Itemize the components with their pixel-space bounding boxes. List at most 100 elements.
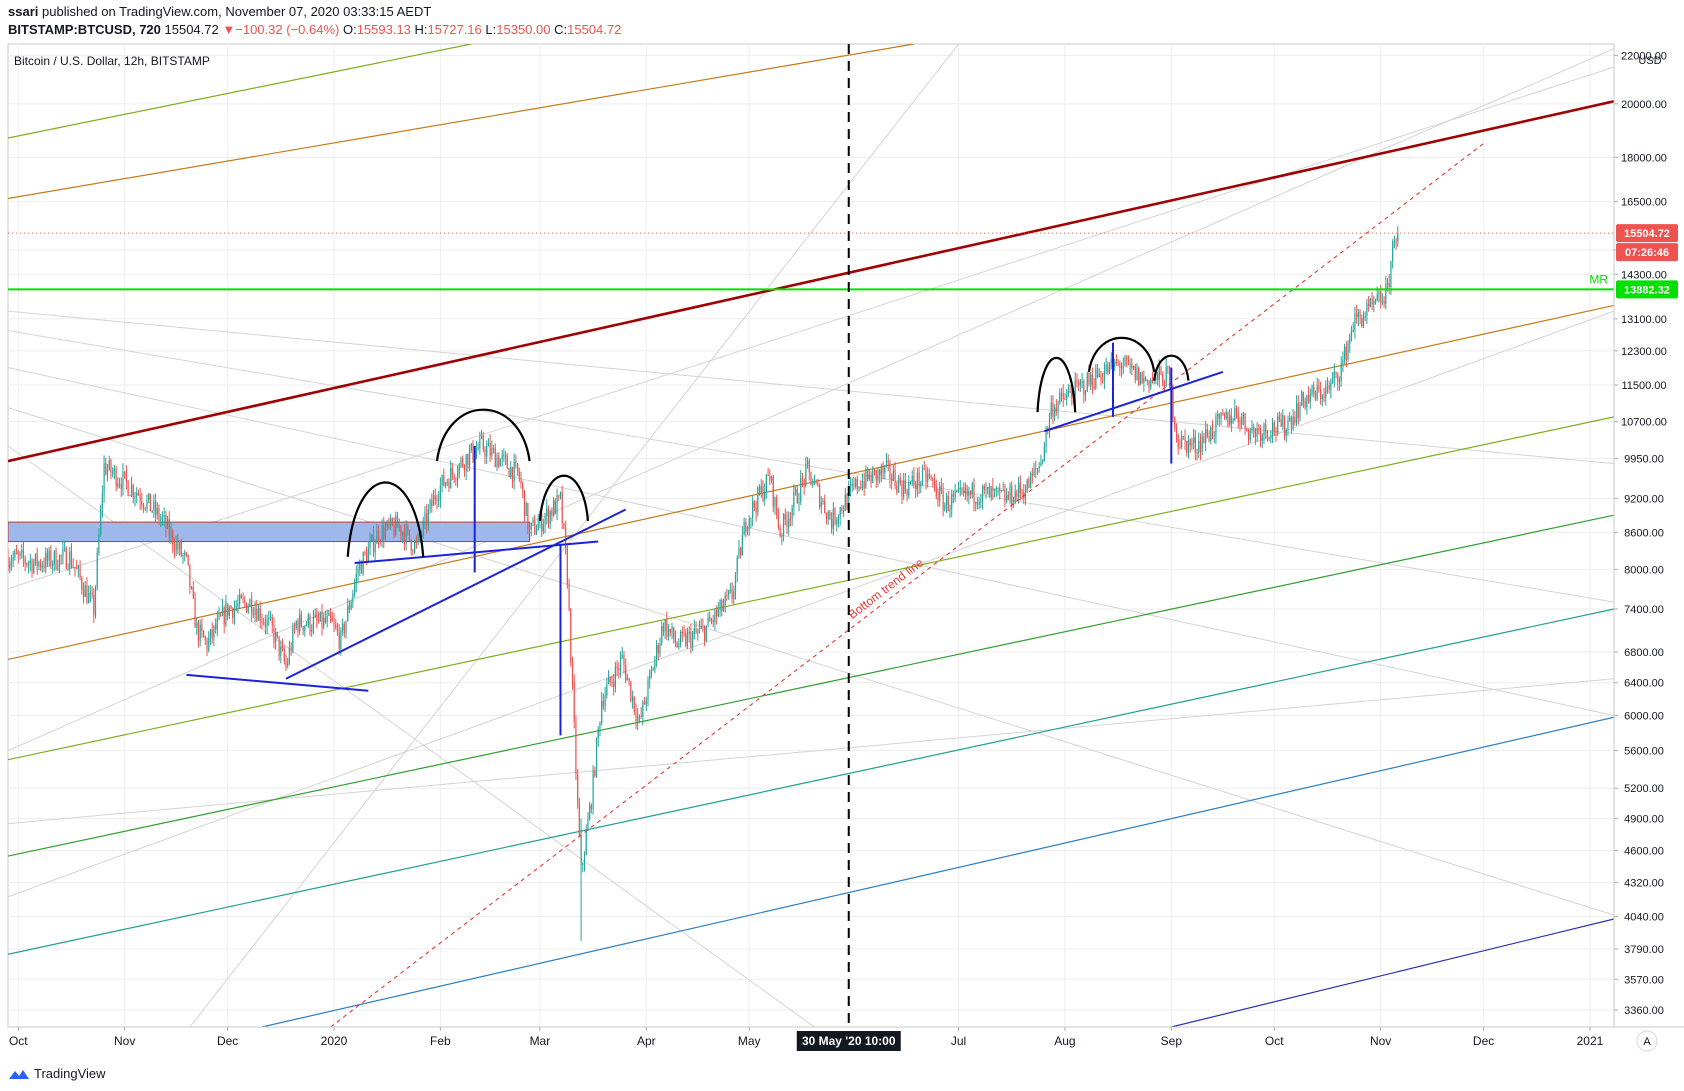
candle-body bbox=[832, 508, 834, 529]
candle-body bbox=[443, 474, 445, 486]
candle-body bbox=[254, 609, 256, 615]
candle-body bbox=[353, 583, 356, 594]
candle-body bbox=[112, 472, 114, 474]
candle-body bbox=[105, 463, 107, 475]
candle-body bbox=[537, 522, 539, 531]
candle-body bbox=[1096, 368, 1099, 378]
candle-body bbox=[1205, 429, 1207, 443]
candle-body bbox=[479, 437, 481, 449]
candle-body bbox=[65, 548, 67, 569]
auto-scale-button[interactable] bbox=[1636, 1030, 1658, 1052]
gridlines bbox=[8, 44, 1614, 1027]
candle-body bbox=[577, 773, 579, 803]
candle-body bbox=[1261, 434, 1263, 441]
candle-body bbox=[1280, 419, 1282, 427]
footer-brand[interactable]: TradingView bbox=[34, 1066, 106, 1081]
candle-body bbox=[1141, 372, 1143, 383]
candle-body bbox=[693, 628, 695, 634]
mr-price-tag: 13882.32 bbox=[1624, 284, 1670, 296]
candle-body bbox=[434, 495, 436, 500]
candle-body bbox=[927, 474, 929, 482]
candle-body bbox=[1295, 403, 1298, 424]
fan-line bbox=[8, 66, 1614, 590]
candle-body bbox=[376, 530, 378, 544]
candle-body bbox=[897, 477, 900, 493]
candle-body bbox=[1278, 416, 1281, 420]
candle-body bbox=[918, 472, 920, 487]
candle-body bbox=[290, 647, 292, 651]
candle-body bbox=[225, 603, 227, 625]
x-tick-label: Oct bbox=[9, 1034, 28, 1048]
candle-body bbox=[1237, 412, 1239, 423]
candle-body bbox=[480, 436, 483, 438]
candle-body bbox=[1251, 427, 1253, 431]
candle-body bbox=[592, 770, 594, 810]
candle-body bbox=[532, 520, 534, 523]
candle-body bbox=[106, 468, 109, 475]
candle-body bbox=[1383, 301, 1385, 305]
candle-body bbox=[1095, 368, 1097, 389]
candle-body bbox=[245, 603, 248, 613]
candle-body bbox=[1174, 418, 1176, 429]
candle-body bbox=[101, 494, 103, 509]
symbol-label: BITSTAMP:BTCUSD, 720 bbox=[8, 22, 161, 37]
candle-body bbox=[688, 631, 690, 634]
candle-body bbox=[1163, 385, 1166, 387]
candle-body bbox=[779, 527, 781, 537]
candle-body bbox=[762, 485, 764, 501]
candle-body bbox=[1019, 482, 1021, 493]
candle-body bbox=[649, 673, 651, 680]
candle-body bbox=[769, 476, 771, 481]
candle-body bbox=[453, 474, 455, 480]
y-tick-label: 4040.00 bbox=[1624, 911, 1664, 923]
candle-body bbox=[621, 654, 623, 659]
candle-body bbox=[247, 606, 249, 613]
candle-body bbox=[686, 633, 689, 646]
candle-body bbox=[22, 550, 25, 559]
candle-body bbox=[679, 631, 682, 646]
candle-body bbox=[60, 555, 62, 557]
price-axis[interactable]: 22000.0020000.0018000.0016500.0015000.00… bbox=[1614, 50, 1667, 1017]
candle-body bbox=[24, 558, 26, 564]
candle-body bbox=[1071, 392, 1073, 399]
candle-body bbox=[192, 587, 194, 598]
candle-body bbox=[558, 495, 560, 497]
low-value: 15350.00 bbox=[496, 22, 551, 37]
candle-body bbox=[978, 502, 980, 505]
fan-line bbox=[8, 407, 1614, 916]
author-name[interactable]: ssari bbox=[8, 4, 39, 19]
x-tick-label: Sep bbox=[1161, 1034, 1183, 1048]
candle-body bbox=[326, 615, 328, 623]
candle-body bbox=[830, 519, 833, 529]
candle-body bbox=[836, 520, 838, 524]
candle-body bbox=[204, 637, 206, 640]
candle-body bbox=[482, 436, 484, 450]
candle-body bbox=[235, 606, 237, 608]
bottom-trend-line bbox=[330, 143, 1484, 1027]
candle-body bbox=[824, 500, 826, 513]
candle-body bbox=[261, 621, 263, 623]
time-axis[interactable]: Oct Nov Dec 2020 Feb Mar Apr May Jul Aug Sep Oct Nov… bbox=[9, 1027, 1604, 1048]
candle-body bbox=[1218, 414, 1220, 419]
candle-body bbox=[594, 770, 596, 776]
candle-body bbox=[676, 643, 678, 648]
candle-body bbox=[180, 542, 182, 556]
candle-body bbox=[1376, 294, 1378, 302]
candle-body bbox=[1390, 261, 1392, 287]
candle-body bbox=[338, 631, 340, 649]
candle-body bbox=[501, 454, 503, 460]
candle-body bbox=[1333, 371, 1335, 379]
candle-body bbox=[590, 805, 592, 810]
channel-line bbox=[8, 100, 1614, 463]
candle-body bbox=[470, 443, 472, 451]
candle-body bbox=[472, 443, 474, 460]
candle-body bbox=[1211, 426, 1214, 437]
y-tick-label: 16500.00 bbox=[1621, 197, 1667, 209]
y-tick-label: 8600.00 bbox=[1624, 528, 1664, 540]
candle-body bbox=[642, 701, 644, 717]
candle-body bbox=[925, 468, 927, 482]
candle-body bbox=[1380, 292, 1382, 303]
candle-body bbox=[971, 483, 973, 495]
candle-body bbox=[1282, 415, 1284, 427]
